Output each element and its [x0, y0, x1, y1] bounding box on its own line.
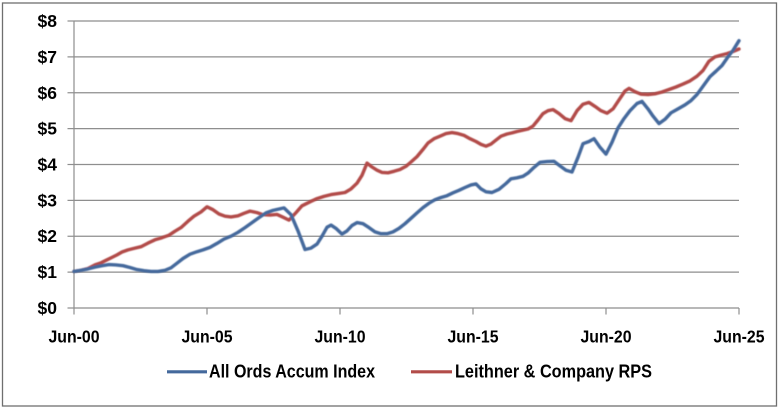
svg-text:Jun-15: Jun-15: [448, 327, 499, 347]
svg-text:Jun-25: Jun-25: [714, 327, 765, 347]
svg-text:$2: $2: [38, 226, 58, 246]
svg-text:$4: $4: [38, 155, 58, 175]
svg-text:Leithner & Company RPS: Leithner & Company RPS: [455, 362, 652, 382]
svg-text:All Ords Accum Index: All Ords Accum Index: [209, 362, 375, 382]
svg-text:Jun-20: Jun-20: [581, 327, 632, 347]
svg-text:Jun-10: Jun-10: [315, 327, 366, 347]
svg-text:$6: $6: [38, 83, 58, 103]
svg-text:$3: $3: [38, 190, 58, 210]
svg-text:$7: $7: [38, 47, 57, 67]
svg-text:$8: $8: [38, 11, 58, 31]
svg-text:$5: $5: [38, 119, 58, 139]
svg-text:$0: $0: [38, 298, 58, 318]
svg-text:Jun-05: Jun-05: [182, 327, 233, 347]
svg-text:Jun-00: Jun-00: [49, 327, 100, 347]
svg-text:$1: $1: [38, 262, 58, 282]
